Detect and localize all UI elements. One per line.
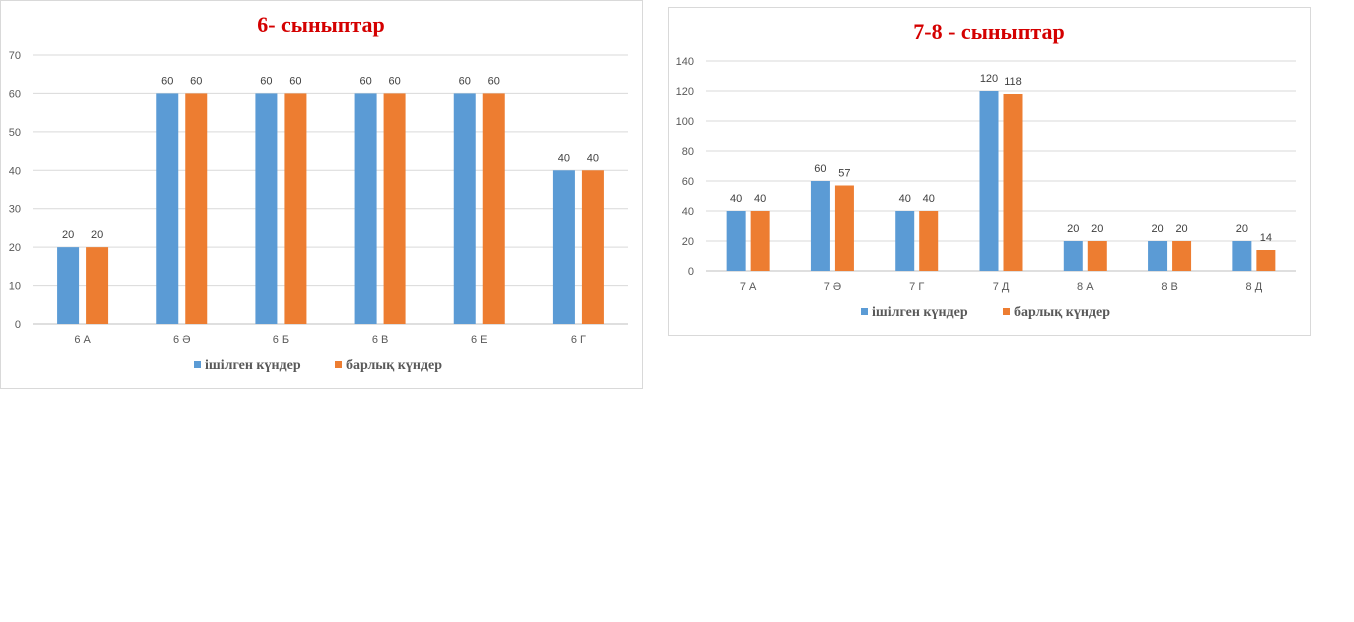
data-label: 20 [1236,223,1248,235]
x-tick-label: 6 Ә [173,334,190,346]
bar-series2 [1172,241,1192,271]
x-tick-label: 7 Ә [824,281,841,293]
x-tick-label: 8 А [1077,281,1094,293]
x-tick-label: 8 Д [1246,281,1263,293]
data-label: 118 [1004,76,1022,88]
data-label: 120 [980,73,998,85]
bar-series1 [57,247,80,324]
bar-series2 [86,247,109,324]
bar-series1 [552,170,575,324]
bar-series1 [810,181,830,271]
y-tick-label: 50 [9,127,21,139]
bar-series2 [185,93,208,324]
y-tick-label: 60 [9,88,21,100]
chart-7-8-grades-svg: 7-8 - сыныптар 0 20 40 60 80 100 120 140 40 40 7 А 6… [676,19,1296,320]
data-label: 20 [1091,223,1103,235]
chart-6-grades: 6- сыныптар 0 10 20 30 40 50 60 70 20 20 6 А 60 60 6 Ә… [0,0,643,389]
data-label: 20 [62,229,74,241]
bar-series1 [1063,241,1083,271]
bar-series2 [284,93,307,324]
data-label: 20 [1151,223,1163,235]
x-tick-label: 6 А [74,334,91,346]
legend-swatch [861,308,868,315]
data-label: 60 [388,75,400,87]
bar-series1 [1232,241,1252,271]
data-label: 40 [899,193,911,205]
x-tick-label: 6 Б [273,334,289,346]
data-label: 40 [587,152,599,164]
bar-series2 [1256,250,1276,271]
data-label: 60 [488,75,500,87]
y-tick-label: 80 [682,146,694,158]
bar-series2 [482,93,505,324]
legend-swatch [335,361,342,368]
data-label: 60 [359,75,371,87]
data-label: 14 [1260,232,1272,244]
y-tick-label: 0 [688,266,694,278]
x-tick-label: 7 Г [909,281,924,293]
bar-series2 [383,93,406,324]
bar-series1 [726,211,746,271]
legend-label: барлық күндер [346,358,442,373]
legend-label: барлық күндер [1014,305,1110,320]
data-label: 20 [1067,223,1079,235]
y-tick-label: 120 [676,86,694,98]
bar-series2 [1087,241,1107,271]
data-label: 57 [838,168,850,180]
bar-series2 [581,170,604,324]
bar-series1 [255,93,278,324]
data-label: 20 [91,229,103,241]
y-tick-label: 20 [682,236,694,248]
data-label: 40 [730,193,742,205]
data-label: 60 [161,75,173,87]
x-tick-label: 6 Е [471,334,488,346]
data-label: 40 [923,193,935,205]
bar-series1 [156,93,179,324]
y-tick-label: 0 [15,319,21,331]
x-tick-label: 8 В [1161,281,1178,293]
x-tick-label: 7 А [740,281,757,293]
chart-6-grades-svg: 6- сыныптар 0 10 20 30 40 50 60 70 20 20 6 А 60 60 6 Ә… [9,12,628,373]
y-tick-label: 40 [682,206,694,218]
legend-swatch [194,361,201,368]
bar-series2 [1003,94,1023,271]
y-tick-label: 40 [9,165,21,177]
legend-swatch [1003,308,1010,315]
bar-series1 [354,93,377,324]
data-label: 60 [289,75,301,87]
y-tick-label: 100 [676,116,694,128]
x-tick-label: 6 В [372,334,389,346]
y-tick-label: 20 [9,242,21,254]
y-tick-label: 70 [9,50,21,62]
bar-series2 [834,185,854,271]
x-tick-label: 6 Г [571,334,586,346]
y-tick-label: 30 [9,204,21,216]
bar-series1 [1148,241,1168,271]
bar-series2 [919,211,939,271]
data-label: 60 [459,75,471,87]
y-tick-label: 140 [676,56,694,68]
bar-series2 [750,211,770,271]
x-tick-label: 7 Д [993,281,1010,293]
data-label: 20 [1175,223,1187,235]
bar-series1 [979,91,999,271]
bar-series1 [453,93,476,324]
chart-title: 6- сыныптар [257,12,385,37]
data-label: 40 [754,193,766,205]
data-label: 60 [814,163,826,175]
legend-label: ішілген күндер [205,358,301,373]
y-tick-label: 60 [682,176,694,188]
chart-title: 7-8 - сыныптар [913,19,1064,44]
y-tick-label: 10 [9,281,21,293]
data-label: 60 [260,75,272,87]
bar-series1 [895,211,915,271]
chart-7-8-grades: 7-8 - сыныптар 0 20 40 60 80 100 120 140 40 40 7 А 6… [668,7,1311,336]
data-label: 40 [558,152,570,164]
data-label: 60 [190,75,202,87]
legend-label: ішілген күндер [872,305,968,320]
